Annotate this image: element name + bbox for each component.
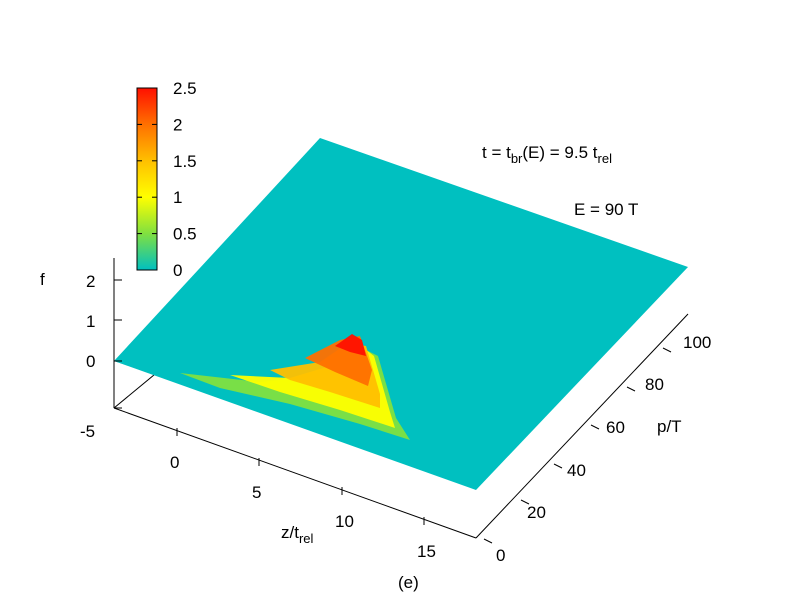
x-tick-label: 10 bbox=[335, 512, 354, 531]
y-tick-label: 20 bbox=[527, 503, 546, 522]
y-axis-ticks: 0 20 40 60 80 100 bbox=[483, 333, 711, 565]
colorbar bbox=[136, 87, 158, 271]
y-tick-label: 40 bbox=[567, 461, 586, 480]
colorbar-tick-label: 1.5 bbox=[173, 152, 197, 171]
time-annotation: t = tbr(E) = 9.5 trel bbox=[482, 143, 612, 166]
y-tick-label: 0 bbox=[496, 546, 505, 565]
z-axis-label: f bbox=[40, 270, 45, 289]
y-axis-label: p/T bbox=[657, 417, 682, 436]
z-axis-ticks: -5 0 1 2 bbox=[80, 272, 122, 441]
axis-frame bbox=[113, 258, 689, 539]
y-tick-mark bbox=[662, 347, 672, 353]
panel-label: (e) bbox=[398, 573, 419, 592]
y-tick-mark bbox=[626, 386, 636, 392]
back-x-axis-line bbox=[113, 369, 161, 409]
colorbar-tick-label: 2 bbox=[173, 115, 182, 134]
z-tick-label: 1 bbox=[86, 312, 95, 331]
y-tick-mark bbox=[590, 424, 600, 430]
colorbar-tick-label: 0 bbox=[173, 261, 182, 280]
x-axis-line bbox=[113, 407, 477, 539]
z-tick-label: 2 bbox=[86, 272, 95, 291]
y-tick-mark bbox=[483, 538, 493, 544]
x-tick-label: 0 bbox=[170, 453, 179, 472]
y-tick-label: 80 bbox=[645, 375, 664, 394]
y-tick-label: 60 bbox=[606, 418, 625, 437]
x-axis-ticks: 0 5 10 15 bbox=[170, 428, 436, 561]
colorbar-tick-label: 1 bbox=[173, 188, 182, 207]
surface-plane bbox=[114, 138, 688, 490]
x-axis-label: z/trel bbox=[281, 523, 314, 546]
y-tick-label: 100 bbox=[683, 333, 711, 352]
z-tick-label: 0 bbox=[86, 352, 95, 371]
colorbar-tick-label: 0.5 bbox=[173, 225, 197, 244]
colorbar-ticks: 0 0.5 1 1.5 2 2.5 bbox=[137, 79, 197, 280]
energy-annotation: E = 90 T bbox=[574, 200, 638, 219]
y-tick-mark bbox=[520, 499, 530, 505]
x-tick-label: 15 bbox=[417, 542, 436, 561]
y-axis-line bbox=[475, 313, 689, 539]
surface-peak bbox=[114, 334, 420, 448]
z-tick-label: -5 bbox=[80, 422, 95, 441]
x-tick-label: 5 bbox=[252, 483, 261, 502]
colorbar-tick-label: 2.5 bbox=[173, 79, 197, 98]
surface-band bbox=[335, 334, 366, 356]
y-tick-mark bbox=[553, 463, 563, 469]
